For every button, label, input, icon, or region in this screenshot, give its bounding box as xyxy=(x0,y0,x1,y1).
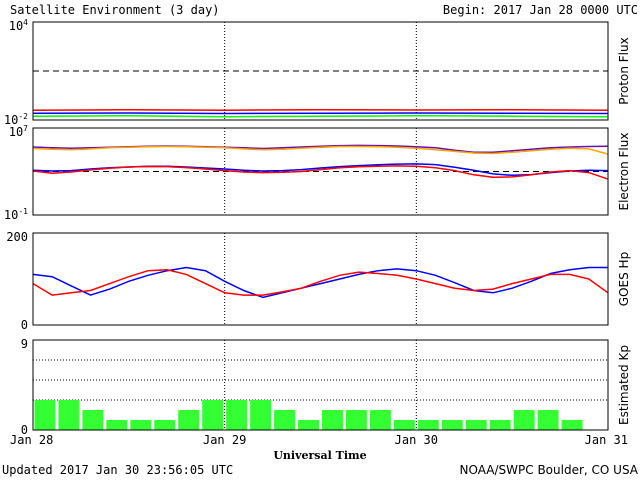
y-tick-label: 10-1 xyxy=(4,207,28,222)
proton-flux-panel: 104 10-2 Proton Flux xyxy=(4,18,631,127)
estimated-kp-panel: 9 0 Estimated Kp xyxy=(21,337,631,437)
red-series-line xyxy=(32,269,609,296)
x-tick-label: Jan 29 xyxy=(203,433,246,447)
kp-bar xyxy=(369,410,391,430)
x-tick-label: Jan 30 xyxy=(395,433,438,447)
orange-series-line xyxy=(32,145,609,155)
y-axis-label: GOES Hp xyxy=(617,252,631,306)
x-tick-label: Jan 31 xyxy=(585,433,628,447)
y-tick-label: 10-2 xyxy=(4,112,28,127)
x-axis-label: Universal Time xyxy=(273,449,366,462)
y-tick-label: 9 xyxy=(21,337,28,351)
kp-bar xyxy=(82,410,104,430)
red-series-line xyxy=(32,165,609,180)
green-series-line xyxy=(32,115,609,118)
panel-frame xyxy=(32,339,609,431)
kp-bar xyxy=(322,410,343,430)
kp-bar xyxy=(202,400,224,430)
updated-timestamp: Updated 2017 Jan 30 23:56:05 UTC xyxy=(2,463,233,477)
kp-bar xyxy=(561,420,583,430)
kp-bar xyxy=(154,420,176,430)
panel-frame xyxy=(32,21,609,121)
kp-bar xyxy=(130,420,152,430)
begin-time: Begin: 2017 Jan 28 0000 UTC xyxy=(443,3,638,17)
red-series-line xyxy=(32,108,609,111)
y-tick-label: 0 xyxy=(21,423,28,437)
y-axis-label: Electron Flux xyxy=(617,133,631,211)
kp-bar xyxy=(58,400,80,430)
blue-series-line xyxy=(32,266,608,299)
blue-series-line xyxy=(32,112,609,115)
kp-bar xyxy=(465,420,487,430)
panel-frame xyxy=(32,127,609,216)
x-tick-label: Jan 28 xyxy=(10,433,53,447)
y-axis-label: Proton Flux xyxy=(617,37,631,104)
kp-bar xyxy=(250,400,272,430)
kp-bar xyxy=(106,420,128,430)
kp-bar xyxy=(34,400,56,430)
kp-bar xyxy=(393,420,415,430)
kp-bar xyxy=(345,410,367,430)
y-axis-label: Estimated Kp xyxy=(617,345,631,425)
kp-bar xyxy=(513,410,535,430)
y-tick-label: 104 xyxy=(9,18,28,33)
y-tick-label: 200 xyxy=(6,230,28,244)
kp-bar xyxy=(489,420,511,430)
y-tick-label: 0 xyxy=(21,318,28,332)
y-tick-label: 107 xyxy=(9,124,28,139)
chart-title: Satellite Environment (3 day) xyxy=(10,3,220,17)
kp-bar xyxy=(274,410,296,430)
kp-bar xyxy=(298,420,319,430)
kp-bar xyxy=(226,400,248,430)
kp-bar xyxy=(178,410,200,430)
kp-bar xyxy=(537,410,559,430)
kp-bar xyxy=(441,420,463,430)
kp-bar xyxy=(417,420,439,430)
electron-flux-panel: 107 10-1 Electron Flux xyxy=(4,124,631,222)
credit-line: NOAA/SWPC Boulder, CO USA xyxy=(460,463,639,477)
panel-frame xyxy=(32,232,609,326)
goes-hp-panel: 200 0 GOES Hp xyxy=(6,230,631,332)
